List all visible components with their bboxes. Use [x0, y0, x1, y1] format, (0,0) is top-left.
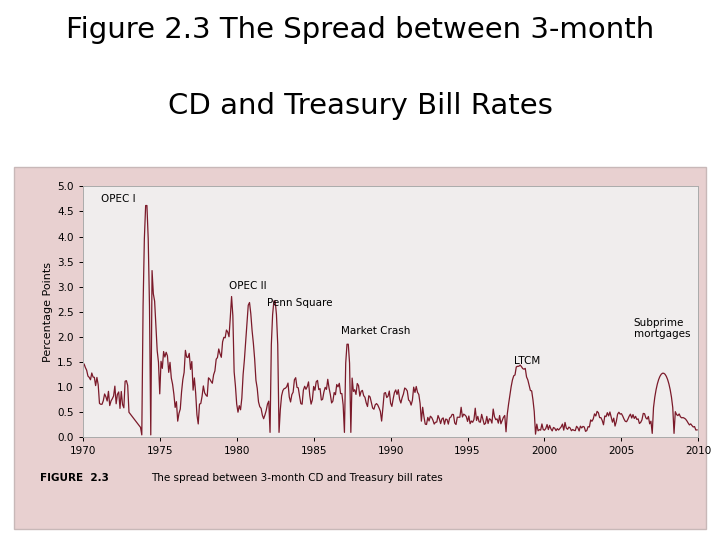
- Text: LTCM: LTCM: [513, 356, 540, 366]
- Text: Market Crash: Market Crash: [341, 326, 410, 336]
- Text: OPEC I: OPEC I: [102, 194, 136, 204]
- Y-axis label: Percentage Points: Percentage Points: [43, 262, 53, 362]
- Text: Subprime
mortgages: Subprime mortgages: [634, 318, 690, 340]
- Text: Penn Square: Penn Square: [267, 298, 333, 308]
- Text: FIGURE  2.3: FIGURE 2.3: [40, 473, 109, 483]
- Text: Figure 2.3 The Spread between 3-month: Figure 2.3 The Spread between 3-month: [66, 16, 654, 44]
- Text: The spread between 3-month CD and Treasury bill rates: The spread between 3-month CD and Treasu…: [151, 473, 443, 483]
- Text: OPEC II: OPEC II: [229, 281, 266, 291]
- Text: CD and Treasury Bill Rates: CD and Treasury Bill Rates: [168, 92, 552, 120]
